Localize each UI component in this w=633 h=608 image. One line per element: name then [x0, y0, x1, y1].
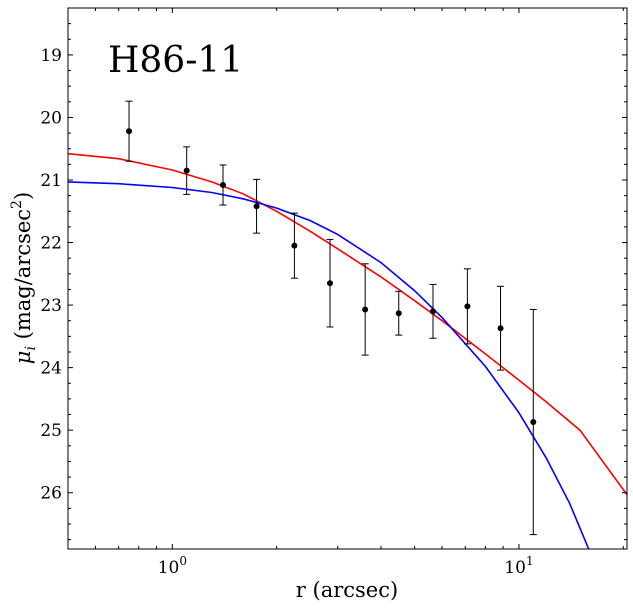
- x-tick-label: 101: [504, 554, 533, 578]
- x-axis-label: r (arcsec): [296, 578, 398, 602]
- data-point: [464, 303, 471, 310]
- y-axis-label-subscript: i: [23, 346, 39, 350]
- error-bars: [125, 100, 537, 536]
- data-point: [291, 242, 298, 249]
- data-point: [253, 203, 260, 210]
- plot-frame: [67, 7, 628, 550]
- axis-ticks: [67, 7, 627, 549]
- y-tick-label: 23: [40, 296, 62, 316]
- y-tick-label: 25: [40, 421, 62, 441]
- data-points: [126, 128, 537, 426]
- y-tick-label: 22: [40, 234, 62, 254]
- chart-annotation: H86-11: [108, 40, 243, 81]
- data-point: [362, 306, 369, 313]
- x-tick-label: 100: [158, 554, 187, 578]
- y-tick-label: 19: [40, 46, 62, 66]
- y-tick-label: 20: [40, 108, 62, 128]
- y-axis-label: μi (mag/arcsec2): [9, 192, 39, 364]
- y-tick-label: 26: [40, 484, 62, 504]
- y-axis-label-symbol: μ: [11, 351, 35, 365]
- y-axis-label-close: ): [11, 192, 35, 200]
- data-point: [183, 167, 190, 174]
- y-tick-label: 21: [40, 171, 62, 191]
- y-axis-label-unit: (mag/arcsec: [11, 209, 35, 346]
- model-curve-1: [68, 152, 627, 496]
- data-point: [219, 181, 226, 188]
- data-point: [395, 310, 402, 317]
- data-point: [430, 308, 437, 315]
- y-tick-label: 24: [40, 359, 62, 379]
- model-curves: [68, 152, 627, 549]
- data-point: [126, 128, 133, 135]
- tick-labels: 19 20 21 22 23 24 25 26 100 101: [40, 46, 533, 578]
- data-point: [530, 419, 537, 426]
- data-point: [497, 325, 504, 332]
- y-axis-label-superscript: 2: [9, 200, 25, 209]
- data-point: [326, 280, 333, 287]
- model-curve-2: [68, 181, 590, 549]
